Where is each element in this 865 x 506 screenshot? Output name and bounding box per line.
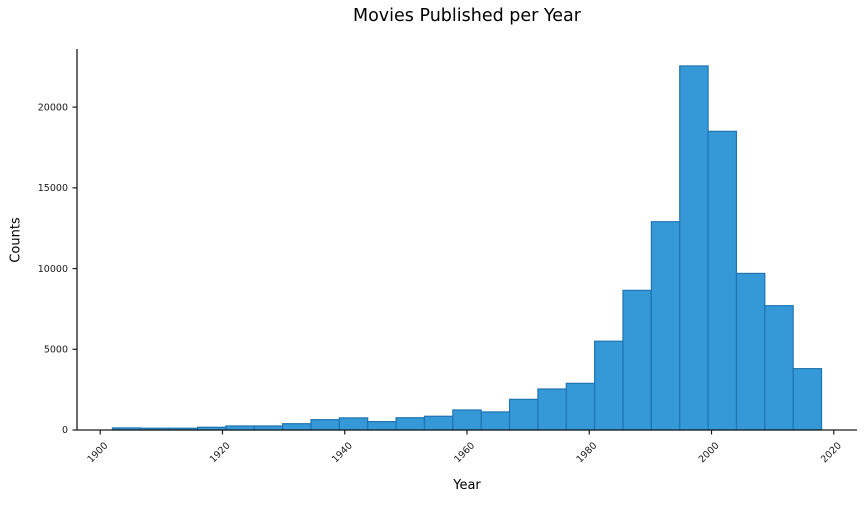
histogram-bar [282, 423, 312, 431]
histogram-bar [622, 289, 652, 431]
histogram-bar [508, 398, 539, 431]
histogram-bar [395, 417, 426, 431]
histogram-bar [650, 221, 681, 431]
y-tick-label: 0 [62, 425, 68, 436]
x-axis-label: Year [453, 478, 481, 493]
y-tick-label: 10000 [38, 264, 68, 275]
histogram-bar [679, 65, 709, 431]
histogram-bar [537, 388, 567, 431]
chart-title: Movies Published per Year [353, 6, 581, 26]
histogram-bar [452, 409, 482, 431]
x-tick-label: 1980 [574, 440, 599, 465]
histogram-bar [423, 415, 454, 431]
histogram-bar [707, 130, 738, 431]
x-tick-label: 2020 [819, 440, 844, 465]
histogram-bar [735, 272, 766, 431]
x-tick-label: 1940 [330, 440, 355, 465]
histogram-bar [792, 368, 823, 431]
histogram-bar [367, 421, 397, 431]
histogram-bar [594, 340, 624, 431]
histogram-bar [310, 419, 340, 431]
histogram-bar [338, 417, 369, 431]
x-tick-label: 1920 [208, 440, 233, 465]
x-tick-label: 1960 [452, 440, 477, 465]
y-tick-label: 15000 [38, 183, 68, 194]
histogram-bar [565, 382, 596, 431]
histogram-bar [480, 411, 511, 431]
x-tick-label: 2000 [697, 440, 722, 465]
y-axis-label: Counts [8, 217, 24, 263]
y-tick-label: 20000 [38, 102, 68, 113]
x-tick-label: 1900 [85, 440, 110, 465]
y-tick-label: 5000 [44, 344, 68, 355]
histogram-bar [764, 305, 794, 431]
